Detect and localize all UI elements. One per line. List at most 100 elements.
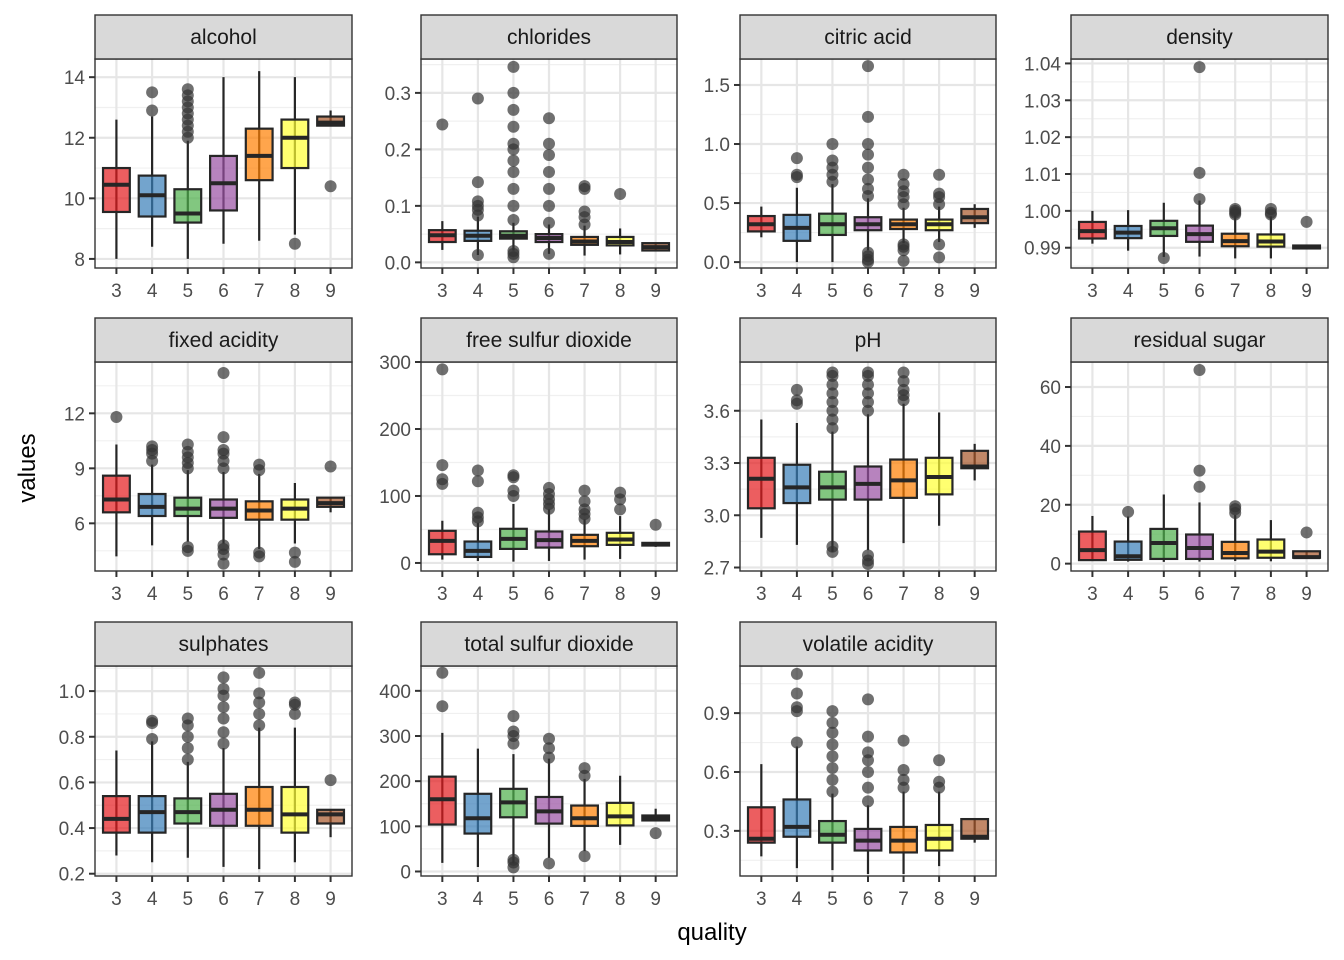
outlier-point <box>790 168 803 181</box>
outlier-point <box>288 546 301 559</box>
x-tick-label: 7 <box>1230 281 1241 302</box>
facet-strip <box>420 14 678 60</box>
y-tick-label: 2.7 <box>704 559 730 580</box>
box-q5 <box>499 60 528 264</box>
outlier-point <box>217 367 230 379</box>
outlier-point <box>1264 203 1277 216</box>
outlier-point <box>181 83 194 96</box>
x-tick-label: 6 <box>863 281 874 302</box>
x-tick-label: 7 <box>579 584 590 605</box>
x-tick-label: 8 <box>934 889 945 910</box>
box-iqr <box>782 798 812 838</box>
x-tick-label: 5 <box>1159 281 1170 302</box>
box-iqr <box>101 166 131 214</box>
outlier-point <box>471 176 484 189</box>
outlier-point <box>436 473 449 486</box>
outlier-point <box>507 469 520 482</box>
x-tick-label: 9 <box>969 584 980 605</box>
x-tick-label: 5 <box>508 281 519 302</box>
outlier-point <box>790 736 803 749</box>
panel-sulphates: sulphates 0.2 0.4 0.6 0.8 1.0 3 4 5 6 7 8 9 <box>59 621 353 910</box>
outlier-point <box>862 60 874 73</box>
outlier-point <box>826 154 839 167</box>
panel-chlorides: chlorides 0.0 0.1 0.2 0.3 3 4 5 6 7 8 9 <box>385 14 678 302</box>
box-q7 <box>1220 203 1250 259</box>
x-tick-label: 8 <box>615 281 626 302</box>
box-q3 <box>427 118 457 250</box>
y-tick-label: 400 <box>379 682 411 703</box>
box-iqr <box>173 188 203 224</box>
box-q4 <box>1113 505 1143 562</box>
panel-free-sulfur-dioxide: free sulfur dioxide 0 100 200 300 3 4 5 6 7 8 9 <box>379 317 678 605</box>
outlier-point <box>217 539 230 552</box>
outlier-point <box>507 182 520 195</box>
outlier-point <box>471 475 484 488</box>
box-q8 <box>280 77 310 250</box>
y-tick-label: 0 <box>400 862 411 883</box>
outlier-point <box>1300 526 1313 539</box>
panel-citric-acid: citric acid 0.0 0.5 1.0 1.5 3 4 5 6 7 8 9 <box>704 14 997 302</box>
outlier-point <box>897 366 910 379</box>
outlier-point <box>181 742 194 755</box>
x-tick-label: 7 <box>254 889 265 910</box>
y-tick-label: 6 <box>74 514 85 535</box>
box-q7 <box>1220 500 1250 561</box>
panel-alcohol: alcohol 8 10 12 14 3 4 5 6 7 8 9 <box>64 14 353 302</box>
outlier-point <box>790 701 803 714</box>
outlier-point <box>862 182 874 195</box>
outlier-point <box>217 557 230 570</box>
x-tick-label: 5 <box>183 281 194 302</box>
outlier-point <box>507 154 520 167</box>
y-tick-label: 300 <box>379 727 411 748</box>
x-tick-label: 4 <box>792 584 803 605</box>
box-q5 <box>1149 202 1179 265</box>
y-tick-label: 200 <box>379 420 411 441</box>
y-tick-label: 0.99 <box>1024 239 1061 260</box>
outlier-point <box>578 495 591 508</box>
outlier-point <box>897 375 910 388</box>
box-q4 <box>463 748 493 867</box>
x-tick-label: 9 <box>325 584 336 605</box>
outlier-point <box>897 178 910 191</box>
outlier-point <box>826 750 839 763</box>
facet-strip <box>739 317 997 363</box>
x-tick-label: 5 <box>508 889 519 910</box>
box-q7 <box>244 71 274 241</box>
outlier-point <box>826 366 839 379</box>
outlier-point <box>436 666 449 679</box>
x-tick-label: 9 <box>969 889 980 910</box>
y-tick-label: 0 <box>1050 555 1061 576</box>
outlier-point <box>933 754 946 767</box>
box-q7 <box>889 366 918 544</box>
outlier-point <box>862 693 874 706</box>
box-q5 <box>818 366 847 558</box>
x-tick-label: 7 <box>898 281 909 302</box>
outlier-point <box>897 168 910 181</box>
outlier-point <box>253 687 266 700</box>
x-tick-label: 9 <box>1301 584 1312 605</box>
box-q8 <box>605 188 635 255</box>
facet-strip <box>739 14 997 60</box>
outlier-point <box>649 827 662 840</box>
box-iqr <box>101 474 131 514</box>
outlier-point <box>790 667 803 680</box>
box-q4 <box>1113 210 1143 251</box>
x-tick-label: 7 <box>254 584 265 605</box>
y-tick-label: 3.0 <box>704 506 730 527</box>
box-q5 <box>173 438 203 557</box>
outlier-point <box>826 387 839 400</box>
outlier-point <box>288 707 301 720</box>
box-q9 <box>960 443 990 481</box>
y-tick-label: 1.00 <box>1024 202 1061 223</box>
facet-strip <box>739 621 997 667</box>
x-tick-label: 3 <box>437 889 448 910</box>
x-tick-label: 5 <box>183 584 194 605</box>
box-q9 <box>960 204 990 228</box>
x-tick-label: 8 <box>1266 281 1277 302</box>
outlier-point <box>1193 363 1206 376</box>
outlier-point <box>862 148 874 161</box>
outlier-point <box>217 671 230 684</box>
facet-strip <box>94 14 353 60</box>
y-tick-label: 0.5 <box>704 194 730 215</box>
